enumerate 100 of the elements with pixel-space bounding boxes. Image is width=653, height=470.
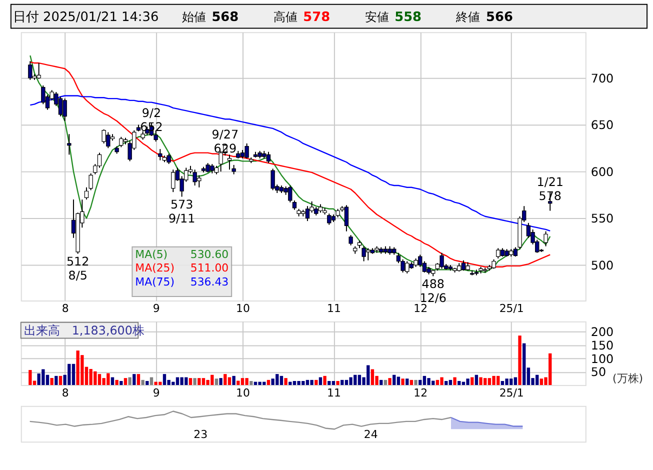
x-tick-label: 10 bbox=[236, 386, 250, 400]
bar bbox=[474, 374, 478, 386]
bar bbox=[488, 378, 492, 386]
bar bbox=[458, 381, 461, 386]
bar bbox=[240, 378, 244, 386]
text: 始値 bbox=[182, 10, 206, 24]
bar bbox=[310, 380, 314, 386]
bar bbox=[28, 370, 32, 386]
bar bbox=[314, 380, 318, 386]
candlestick bbox=[227, 154, 232, 170]
bar bbox=[110, 377, 114, 386]
candlestick bbox=[327, 213, 332, 226]
y-tick-label: 50 bbox=[590, 365, 606, 380]
x-tick-label: 23 bbox=[194, 428, 208, 442]
text: MA(75) bbox=[135, 276, 174, 289]
candlestick bbox=[266, 151, 271, 164]
bar bbox=[266, 380, 270, 386]
bar bbox=[280, 376, 284, 386]
candlestick bbox=[305, 206, 310, 222]
x-tick-label: 9 bbox=[152, 386, 160, 400]
candlestick bbox=[62, 98, 67, 122]
text: MA(25) bbox=[135, 262, 174, 275]
annotation: 512 8/5 bbox=[66, 254, 90, 283]
bar bbox=[232, 376, 236, 386]
bar bbox=[115, 380, 118, 386]
bar bbox=[162, 374, 166, 386]
x-tick-label: 25/1 bbox=[499, 302, 524, 315]
candlestick bbox=[244, 142, 249, 159]
candlestick bbox=[28, 60, 32, 80]
x-tick-label: 11 bbox=[327, 302, 341, 315]
bar bbox=[340, 380, 344, 386]
candlestick bbox=[58, 96, 63, 117]
candlestick bbox=[171, 169, 176, 193]
candlestick bbox=[158, 148, 162, 161]
candlestick bbox=[440, 252, 444, 270]
y-axis-title: (万株) bbox=[612, 372, 644, 386]
bar bbox=[492, 376, 496, 386]
annotation: 573 9/11 bbox=[168, 198, 196, 226]
text: 568 bbox=[212, 10, 239, 26]
bar bbox=[58, 376, 62, 386]
y-tick-label: 650 bbox=[590, 118, 614, 132]
bar bbox=[514, 377, 518, 386]
bar bbox=[410, 380, 414, 386]
bar bbox=[448, 380, 452, 386]
y-tick-label: 150 bbox=[590, 338, 614, 352]
y-tick-label: 500 bbox=[590, 258, 614, 272]
bar bbox=[436, 380, 440, 386]
bar bbox=[384, 380, 388, 386]
bar bbox=[120, 381, 123, 386]
bar bbox=[198, 378, 201, 386]
bar bbox=[98, 374, 102, 386]
bar bbox=[406, 378, 409, 386]
bar bbox=[323, 376, 326, 386]
bar bbox=[297, 381, 300, 386]
bar bbox=[349, 377, 352, 386]
text: 558 bbox=[394, 10, 422, 26]
bar bbox=[380, 380, 383, 386]
bar bbox=[500, 381, 504, 386]
candlestick bbox=[492, 258, 496, 270]
text: 566 bbox=[486, 10, 513, 26]
bar bbox=[440, 377, 444, 386]
bar bbox=[284, 378, 288, 386]
annotation: 530.60 bbox=[190, 248, 229, 261]
bar bbox=[332, 381, 336, 386]
bar bbox=[258, 382, 262, 386]
bar bbox=[318, 377, 322, 386]
bar bbox=[146, 381, 149, 386]
chart-title: 日付 2025/01/21 14:36 bbox=[12, 10, 159, 26]
annotation: 536.43 bbox=[190, 276, 229, 289]
bar bbox=[214, 378, 218, 386]
annotation: 511.00 bbox=[190, 262, 229, 275]
bar bbox=[141, 380, 144, 386]
bar bbox=[306, 380, 310, 386]
bar bbox=[518, 336, 522, 386]
bar bbox=[250, 381, 253, 386]
y-tick-label: 200 bbox=[590, 325, 614, 340]
bar bbox=[505, 378, 508, 386]
bar bbox=[444, 381, 448, 386]
bar bbox=[418, 380, 422, 386]
bar bbox=[132, 374, 136, 386]
bar bbox=[344, 380, 348, 386]
candlestick bbox=[362, 246, 366, 262]
candlestick bbox=[67, 134, 72, 156]
bar bbox=[154, 382, 158, 386]
text: 高値 bbox=[273, 10, 298, 24]
bar bbox=[414, 380, 418, 386]
bar bbox=[540, 378, 544, 386]
bar bbox=[358, 374, 362, 386]
bar bbox=[292, 381, 296, 386]
bar bbox=[388, 378, 392, 386]
candlestick bbox=[461, 260, 466, 272]
x-tick-label: 12 bbox=[414, 386, 428, 400]
candlestick bbox=[119, 136, 124, 148]
bar bbox=[453, 377, 456, 386]
x-tick-label: 9 bbox=[152, 302, 160, 315]
candlestick bbox=[36, 62, 41, 80]
candlestick bbox=[422, 260, 427, 273]
text: MA(5) bbox=[135, 248, 168, 261]
bar bbox=[136, 374, 140, 386]
y-tick-label: 100 bbox=[590, 352, 614, 366]
